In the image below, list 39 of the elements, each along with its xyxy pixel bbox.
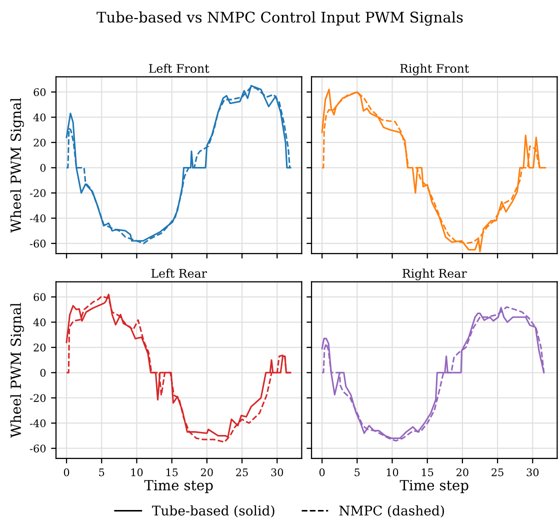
x-tick-label: 25 — [236, 468, 248, 476]
chart-title: Right Rear — [402, 268, 467, 280]
y-tick-label: 60 — [34, 293, 46, 302]
y-tick-label: 60 — [34, 88, 46, 96]
text: Tube-based (solid) — [152, 505, 274, 518]
y-tick-label: 20 — [34, 138, 46, 147]
chart-title: Left Front — [149, 64, 210, 73]
y-tick-label: -60 — [30, 444, 46, 452]
x-tick-label: 30 — [271, 468, 284, 476]
x-tick-label: 25 — [492, 468, 504, 476]
x-tick-label: 20 — [456, 468, 468, 476]
x-tick-label: 10 — [386, 468, 398, 476]
x-tick-label: 15 — [422, 468, 434, 476]
text: Tube-based vs NMPC Control Input PWM Signals — [96, 11, 463, 26]
x-tick-label: 0 — [319, 468, 325, 476]
y-tick-label: 0 — [40, 368, 46, 377]
x-tick-label: 5 — [99, 468, 104, 476]
x-tick-label: 0 — [64, 468, 70, 476]
y-axis-title: Wheel PWM Signal — [10, 98, 24, 233]
y-tick-label: -40 — [30, 214, 46, 222]
chart-title: Left Rear — [151, 268, 207, 278]
y-tick-label: -60 — [30, 240, 46, 248]
chart-title: Right Front — [400, 64, 470, 76]
x-tick-label: 10 — [131, 468, 143, 476]
y-tick-label: 20 — [34, 344, 46, 352]
y-tick-label: -20 — [30, 189, 46, 198]
x-tick-label: 20 — [201, 468, 213, 476]
x-tick-label: 5 — [354, 468, 360, 476]
y-tick-label: 0 — [40, 164, 46, 172]
text: NMPC (dashed) — [339, 505, 444, 518]
y-tick-label: -20 — [30, 394, 46, 402]
y-axis-title: Wheel PWM Signal — [10, 302, 24, 438]
y-tick-label: 40 — [33, 113, 46, 122]
x-tick-label: 15 — [166, 468, 178, 476]
x-axis-title: Time step — [400, 480, 468, 494]
x-axis-title: Time step — [144, 480, 213, 494]
y-tick-label: 40 — [33, 318, 46, 326]
y-tick-label: -40 — [30, 419, 46, 428]
x-tick-label: 30 — [526, 468, 539, 476]
